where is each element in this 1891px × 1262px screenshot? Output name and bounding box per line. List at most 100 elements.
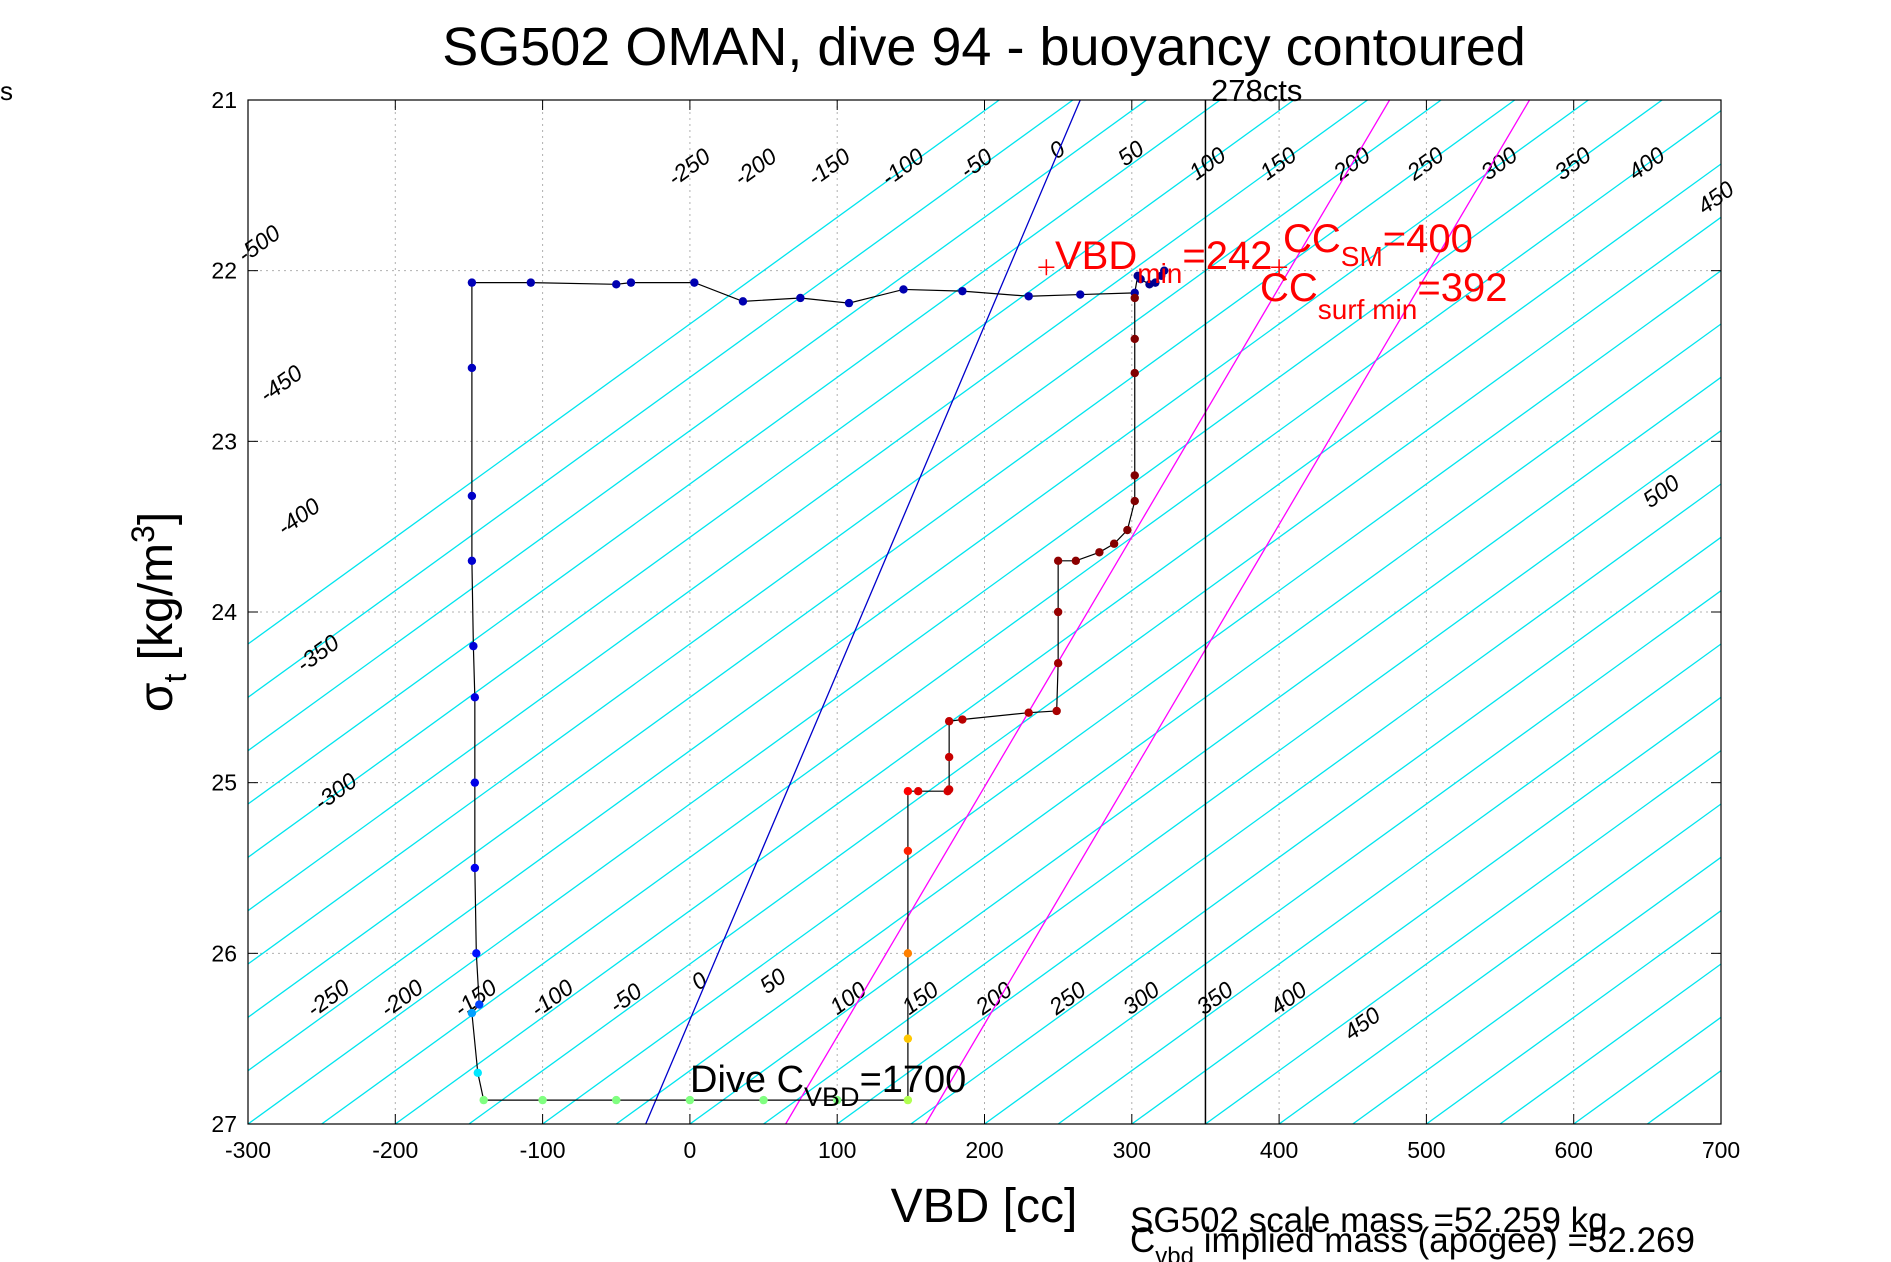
contour-label: -250: [663, 143, 716, 191]
trace-point: [1133, 271, 1142, 280]
cc-sm-value: =400: [1383, 217, 1473, 261]
x-tick-label: 400: [1260, 1137, 1298, 1163]
contour-label: -150: [802, 143, 855, 191]
trace-point: [958, 715, 967, 724]
buoyancy-contour-line: [984, 589, 1721, 1124]
x-tick-label: 500: [1407, 1137, 1445, 1163]
dive-trace: [467, 259, 1288, 1105]
trace-point: [833, 1095, 842, 1105]
buoyancy-contour-line: [1278, 803, 1721, 1124]
implied-mass-sub: vbd: [1155, 1243, 1194, 1262]
contour-label: -200: [375, 974, 428, 1022]
trace-point: [796, 293, 805, 303]
trace-point: [1024, 708, 1033, 717]
implied-mass-base: C: [1130, 1221, 1155, 1260]
corner-label: s: [0, 76, 13, 106]
trace-point: [467, 363, 477, 373]
cc-sm-sub: SM: [1341, 241, 1383, 272]
contour-label: -450: [254, 359, 307, 407]
vbd-min-base: VBD: [1055, 234, 1137, 278]
vbd-min-sub: min: [1137, 258, 1182, 289]
contour-label: 100: [1184, 141, 1230, 185]
buoyancy-contour-line: [248, 100, 1000, 645]
contour-label: 250: [1401, 141, 1448, 185]
buoyancy-contour-line: [248, 100, 1074, 699]
contour-label: 400: [1623, 141, 1669, 185]
trace-point: [1076, 290, 1085, 299]
x-axis-ticks: -300 -200 -100 0 100 200 300 400 500 600 700: [225, 100, 1740, 1163]
contour-label: -100: [526, 974, 579, 1022]
x-tick-label: 300: [1113, 1137, 1151, 1163]
buoyancy-contour-line: [394, 163, 1721, 1124]
contour-label: -350: [291, 629, 344, 677]
contour-label: 200: [1328, 141, 1375, 185]
y-axis-ticks: 21 22 23 24 25 26 27: [211, 87, 1721, 1137]
y-axis-label: σt [kg/m3]: [125, 512, 193, 712]
trace-point: [1024, 292, 1033, 301]
buoyancy-contour-line: [836, 483, 1721, 1124]
x-axis-label: VBD [cc]: [891, 1180, 1078, 1233]
x-tick-label: 0: [684, 1137, 697, 1163]
contour-label: -250: [302, 974, 355, 1022]
contour-label: 0: [686, 966, 712, 995]
trace-point: [899, 285, 908, 294]
reference-lines: [645, 100, 1531, 1124]
trace-point: [470, 778, 480, 787]
trace-point: [903, 949, 913, 958]
buoyancy-contour-line: [1795, 100, 1891, 1124]
trace-point: [469, 641, 478, 651]
trace-point: [759, 1095, 768, 1105]
trace-point: [903, 846, 913, 856]
buoyancy-contour-line: [1868, 100, 1891, 1124]
buoyancy-contour-line: [689, 376, 1721, 1124]
trace-point: [467, 1008, 477, 1018]
dive-cvbd-base: Dive C: [690, 1059, 804, 1101]
trace-point: [1123, 525, 1132, 535]
contour-label: 150: [1255, 141, 1301, 185]
contour-label: -50: [604, 977, 646, 1018]
vbd-min-value: =242: [1182, 234, 1272, 278]
buoyancy-contour-line: [248, 100, 1147, 752]
magenta-reference-line: [785, 100, 1391, 1124]
trace-point: [914, 787, 923, 796]
trace-point: [475, 1000, 484, 1009]
trace-point: [903, 787, 913, 796]
y-tick-label: 22: [211, 258, 237, 284]
contour-label: 300: [1118, 976, 1164, 1020]
trace-point: [1109, 539, 1119, 548]
trace-point: [738, 297, 748, 306]
trace-point: [473, 1068, 482, 1078]
vbd-min-annotation: VBDmin=242: [1055, 234, 1272, 289]
cc-surf-min-value: =392: [1417, 266, 1507, 310]
y-tick-label: 26: [211, 940, 237, 966]
trace-point: [612, 280, 621, 289]
trace-point: [1095, 548, 1104, 557]
trace-point: [1071, 556, 1081, 565]
trace-point: [685, 1095, 695, 1105]
scale-mass-text: SG502 scale mass =52.259 kg: [1130, 1201, 1608, 1240]
implied-mass-text: Cvbd implied mass (apogee) =52.269: [1130, 1221, 1695, 1262]
annotation-marker: [1271, 259, 1288, 276]
vertical-line-label: 278cts: [1211, 73, 1302, 108]
grid: [248, 100, 1721, 1124]
trace-point: [472, 949, 481, 958]
trace-point: [1130, 334, 1139, 344]
buoyancy-contour-line: [248, 100, 1663, 1124]
y-tick-label: 23: [211, 428, 237, 454]
trace-point: [467, 491, 477, 501]
buoyancy-contour-line: [248, 100, 1368, 912]
contour-label: 450: [1692, 176, 1738, 220]
contour-label: 50: [755, 963, 791, 999]
trace-point: [944, 785, 954, 794]
contour-label: -500: [232, 219, 285, 267]
magenta-reference-line: [925, 100, 1531, 1124]
trace-point: [1053, 659, 1063, 668]
x-tick-label: 200: [965, 1137, 1003, 1163]
contour-label: 400: [1265, 976, 1311, 1020]
buoyancy-contour-line: [542, 269, 1721, 1124]
trace-point: [479, 1095, 488, 1105]
buoyancy-contours: [248, 100, 1891, 1124]
trace-point: [526, 278, 536, 287]
trace-point: [467, 556, 477, 565]
